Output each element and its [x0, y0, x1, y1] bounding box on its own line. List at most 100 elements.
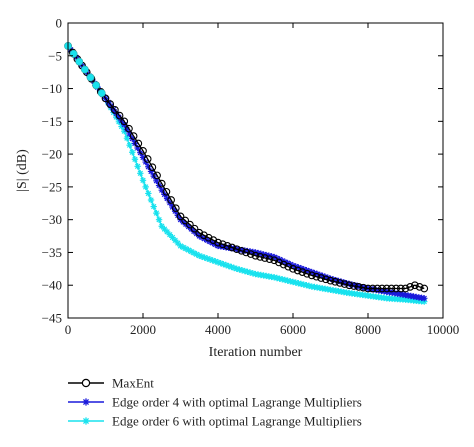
data-point	[279, 276, 286, 283]
data-point	[279, 260, 288, 269]
data-point	[185, 246, 192, 254]
data-point	[153, 171, 161, 180]
data-point	[157, 179, 166, 188]
data-point	[121, 127, 128, 135]
data-point	[289, 264, 297, 273]
data-point	[270, 256, 279, 265]
legend-marker	[81, 378, 91, 388]
data-point	[106, 100, 115, 108]
data-point	[188, 248, 195, 255]
data-point	[142, 183, 149, 191]
y-axis-label: |S| (dB)	[15, 149, 30, 192]
data-point	[324, 274, 332, 281]
data-point	[120, 117, 129, 126]
data-point	[261, 254, 269, 262]
data-point	[276, 275, 283, 282]
data-point	[297, 265, 305, 272]
y-tick-label: −5	[48, 48, 62, 63]
data-point	[303, 269, 311, 278]
data-point	[289, 278, 297, 286]
y-tick-label: −35	[42, 245, 62, 260]
legend-label: Edge order 4 with optimal Lagrange Multi…	[112, 395, 362, 410]
data-point	[222, 261, 230, 269]
data-point	[118, 117, 125, 125]
data-point	[319, 272, 326, 280]
data-point	[321, 275, 330, 284]
y-tick-label: −30	[42, 212, 62, 227]
data-point	[182, 221, 190, 228]
data-point	[139, 154, 147, 161]
data-point	[297, 280, 305, 288]
data-point	[287, 278, 294, 285]
data-point	[321, 273, 329, 280]
data-point	[169, 234, 176, 241]
data-point	[163, 228, 171, 236]
data-point	[345, 281, 354, 290]
data-point	[214, 259, 222, 266]
data-point	[200, 231, 208, 240]
data-point	[421, 295, 428, 302]
data-point	[131, 156, 139, 163]
y-tick-label: −25	[42, 179, 62, 194]
data-point	[69, 49, 78, 58]
legend: MaxEnt Edge order 4 with optimal Lagrange…	[68, 376, 362, 429]
data-point	[246, 269, 254, 276]
data-point	[223, 242, 232, 250]
data-point	[295, 280, 302, 287]
data-point	[305, 282, 313, 290]
data-point	[332, 276, 340, 284]
data-point	[101, 94, 110, 103]
data-point	[382, 284, 391, 293]
data-point	[110, 106, 117, 113]
data-point	[312, 272, 321, 281]
data-point	[217, 260, 224, 267]
data-point	[273, 274, 281, 282]
data-point	[241, 267, 248, 275]
data-point	[340, 279, 348, 286]
data-point	[331, 277, 340, 286]
data-point	[86, 73, 95, 82]
data-point	[155, 216, 163, 223]
data-point	[115, 118, 123, 125]
data-point	[147, 168, 155, 175]
data-point	[373, 284, 382, 293]
data-point	[163, 195, 171, 202]
data-point	[182, 245, 190, 252]
data-point	[359, 283, 368, 292]
data-point	[185, 223, 192, 230]
data-point	[354, 283, 363, 291]
data-point	[300, 281, 307, 288]
data-point	[415, 283, 424, 291]
data-point	[166, 231, 173, 238]
data-point	[236, 266, 243, 273]
data-point	[171, 204, 180, 213]
data-point	[232, 245, 241, 254]
legend-item-2: Edge order 4 with optimal Lagrange Multi…	[68, 395, 362, 410]
data-point	[153, 209, 160, 217]
x-tick-label: 4000	[205, 322, 231, 337]
data-point	[256, 253, 265, 261]
data-point	[220, 260, 227, 268]
data-point	[204, 255, 211, 262]
data-point	[406, 283, 415, 291]
data-point	[242, 248, 250, 257]
data-point	[80, 65, 89, 74]
data-point	[411, 281, 419, 290]
data-point	[134, 163, 141, 170]
data-point	[139, 146, 147, 155]
data-point	[186, 220, 194, 229]
data-point	[193, 251, 200, 258]
data-point	[284, 262, 293, 271]
data-point	[350, 282, 358, 290]
data-point	[201, 254, 208, 261]
data-point	[129, 149, 136, 156]
data-point	[265, 255, 274, 264]
axes: 0 2000 4000 6000 8000 10000 0 −5 −10 −15 −20 −25 −30…	[15, 16, 459, 361]
y-tick-label: −45	[42, 311, 62, 326]
data-point	[92, 81, 101, 90]
data-point	[179, 244, 187, 251]
data-point	[364, 284, 372, 293]
x-tick-label: 8000	[355, 322, 381, 337]
data-point	[338, 278, 345, 285]
